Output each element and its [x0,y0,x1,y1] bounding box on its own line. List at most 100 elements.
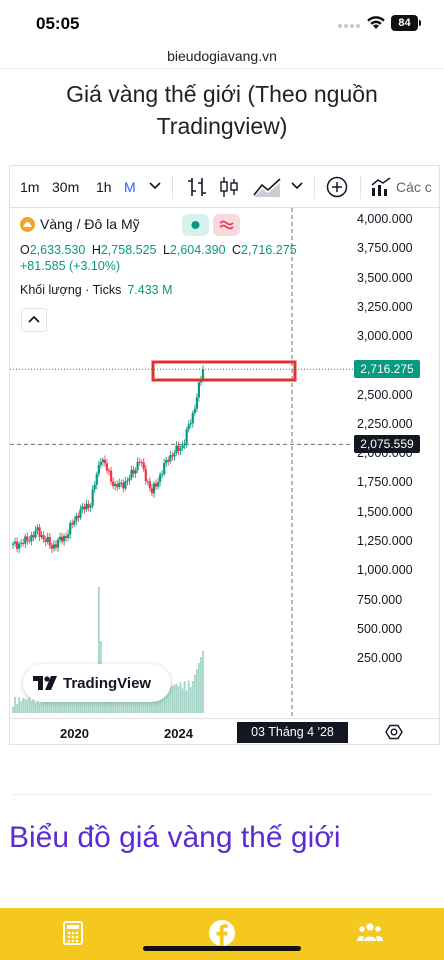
volume-bar [77,692,80,713]
candle-body [20,542,23,544]
price-axis[interactable]: 4,000.000 3,750.000 3,500.000 3,250.000 3,00… [353,208,439,718]
candle-body [50,545,53,549]
price-tick-label: 1,750.000 [357,475,413,490]
price-tick-label: 250.000 [357,651,403,666]
low-value: 2,604.390 [169,243,226,257]
browser-url[interactable]: bieudogiavang.vn [167,48,277,64]
volume-bar [191,681,194,713]
group-icon[interactable] [357,921,383,943]
volume-bar [16,704,18,713]
candle-body [95,474,98,485]
toolbar-separator [314,175,315,199]
candle-body [22,542,25,544]
volume-bar [48,696,51,713]
interval-30m-button[interactable]: 30m [52,179,80,195]
calculator-icon[interactable] [63,921,83,945]
candle-body [81,506,84,510]
volume-legend: Khối lượng · Ticks 7.433 M [20,283,173,297]
volume-bar [167,688,170,713]
time-axis[interactable]: 2020 2024 03 Tháng 4 '28 [10,718,439,744]
interval-1h-button[interactable]: 1h [96,179,112,195]
volume-bar [189,687,192,713]
candle-body [146,481,149,483]
volume-bar [46,697,49,713]
candle-body [48,536,51,546]
candles-icon[interactable] [218,176,240,198]
section-divider [12,794,432,795]
volume-bar [63,692,65,713]
volume-bar [59,692,61,713]
compare-icon[interactable] [370,176,392,198]
price-tick-label: 3,000.000 [357,329,413,344]
volume-bar [55,693,57,713]
volume-bar [198,663,200,713]
bar-chart-type-icon[interactable] [186,176,208,198]
volume-bar [75,694,78,713]
area-chart-icon[interactable] [253,176,281,198]
candle-body [30,535,33,542]
chevron-down-icon[interactable] [291,181,303,191]
candle-body [24,536,27,544]
volume-bar [18,697,21,713]
candle-body [167,459,170,462]
facebook-icon[interactable] [209,920,235,946]
volume-bar [73,694,76,713]
candle-body [118,482,121,488]
candle-body [114,483,117,486]
volume-bar [32,695,35,713]
compare-button[interactable]: Các c [396,179,432,195]
volume-bar [159,691,161,713]
candle-body [128,478,131,481]
volume-bar [44,695,47,713]
candle-body [107,470,111,472]
market-open-badge [182,214,209,236]
section-heading: Biểu đồ giá vàng thế giới [9,821,341,854]
ohlc-values: O2,633.530 H2,758.525 L2,604.390 C2,716.… [20,242,297,258]
volume-bar [34,703,37,713]
volume-bar [118,692,121,713]
candle-body [56,539,60,548]
volume-bar [50,695,53,713]
candle-body [32,535,35,538]
price-tick-label: 3,250.000 [357,299,413,314]
volume-bar [132,693,135,713]
candle-body [171,455,174,457]
time-label-2020: 2020 [60,726,89,741]
candle-body [136,461,139,471]
collapse-legend-button[interactable] [21,308,47,332]
chevron-down-icon[interactable] [149,181,161,191]
candle-body [40,535,43,537]
tradingview-logo-text: TradingView [63,674,152,692]
candle-body [183,443,186,446]
candle-body [138,461,141,463]
tradingview-logo[interactable]: TradingView [23,664,171,702]
price-tick-label: 1,250.000 [357,533,413,548]
price-tick-label: 500.000 [357,621,403,636]
candle-body [126,480,129,482]
candle-body [58,536,62,540]
settings-icon[interactable] [385,723,403,741]
signal-icon [338,24,360,28]
candle-body [148,481,151,489]
candle-body [109,470,113,482]
candle-body [75,515,78,521]
candle-body [69,523,72,535]
candle-body [11,543,15,545]
green-dot-icon [191,221,200,229]
candle-body [185,429,188,444]
add-indicator-icon[interactable] [326,176,348,198]
tradingview-widget: 1m 30m 1h M Các c 4,000.000 3,750.000 3,50… [9,165,440,745]
candle-body [91,489,94,506]
volume-bar [22,698,25,713]
volume-bar [128,691,131,713]
candle-body [120,482,123,484]
price-tick-label: 2,250.000 [357,416,413,431]
volume-bar [14,696,16,713]
page-title: Giá vàng thế giới (Theo nguồn Tradingvie… [66,81,378,139]
interval-month-button[interactable]: M [124,179,136,195]
interval-1m-button[interactable]: 1m [20,179,40,195]
volume-bar [40,694,43,713]
candle-body [87,503,90,508]
volume-bar [200,657,202,713]
